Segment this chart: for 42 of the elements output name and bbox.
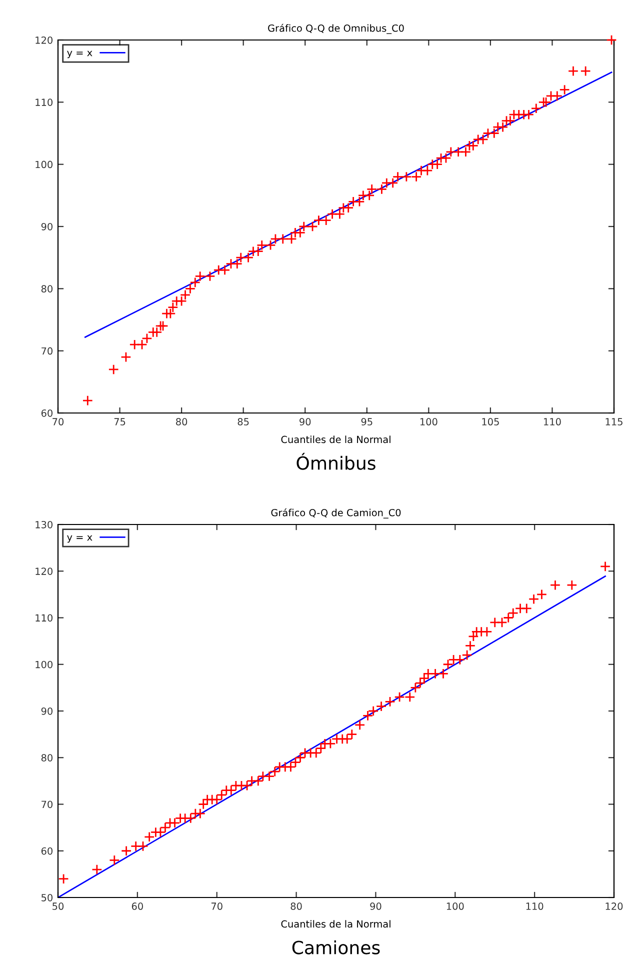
x-tick-label: 90 — [370, 902, 382, 910]
x-tick-label: 110 — [526, 902, 544, 910]
x-axis-title: Cuantiles de la Normal — [281, 436, 390, 444]
y-tick-label: 80 — [41, 754, 52, 762]
x-tick-label: 90 — [300, 418, 311, 426]
x-tick-label: 80 — [290, 902, 302, 910]
y-tick-label: 100 — [36, 660, 52, 668]
y-tick-label: 80 — [41, 285, 52, 292]
x-tick-label: 105 — [482, 418, 499, 426]
y-tick-label: 50 — [42, 894, 52, 902]
y-tick-label: 70 — [42, 347, 52, 355]
y-tick-label: 90 — [41, 707, 52, 715]
x-tick-label: 120 — [606, 902, 623, 910]
x-axis-title: Cuantiles de la Normal — [281, 920, 390, 928]
y-tick-label: 60 — [41, 847, 52, 855]
text: Ómnibus — [296, 452, 376, 470]
y-tick-label: 100 — [36, 160, 52, 168]
x-tick-label: 80 — [176, 418, 188, 426]
y-tick-label: 120 — [36, 568, 52, 575]
x-tick-label: 95 — [361, 418, 372, 426]
text: Camiones — [292, 940, 380, 954]
x-tick-label: 110 — [544, 418, 561, 426]
legend-label: y = x — [67, 535, 92, 543]
y-tick-label: 90 — [41, 222, 52, 230]
legend-label: y = x — [67, 50, 92, 58]
x-tick-label: 70 — [211, 902, 222, 910]
y-tick-label: 110 — [36, 98, 52, 106]
y-tick-label: 130 — [36, 520, 52, 528]
chart-title: Gráfico Q-Q de Omnibus_C0 — [268, 24, 404, 34]
x-tick-label: 100 — [420, 418, 438, 426]
chart-title: Gráfico Q-Q de Camion_C0 — [271, 508, 401, 518]
y-tick-label: 70 — [42, 800, 52, 808]
x-tick-label: 75 — [114, 418, 126, 426]
x-tick-label: 60 — [132, 902, 143, 910]
x-tick-label: 115 — [606, 418, 622, 426]
y-tick-label: 110 — [36, 614, 52, 622]
y-tick-label: 120 — [36, 36, 52, 44]
x-tick-label: 50 — [52, 902, 64, 910]
x-tick-label: 85 — [238, 418, 249, 426]
y-tick-label: 60 — [41, 409, 52, 417]
x-tick-label: 70 — [52, 418, 64, 426]
x-tick-label: 100 — [446, 902, 464, 910]
